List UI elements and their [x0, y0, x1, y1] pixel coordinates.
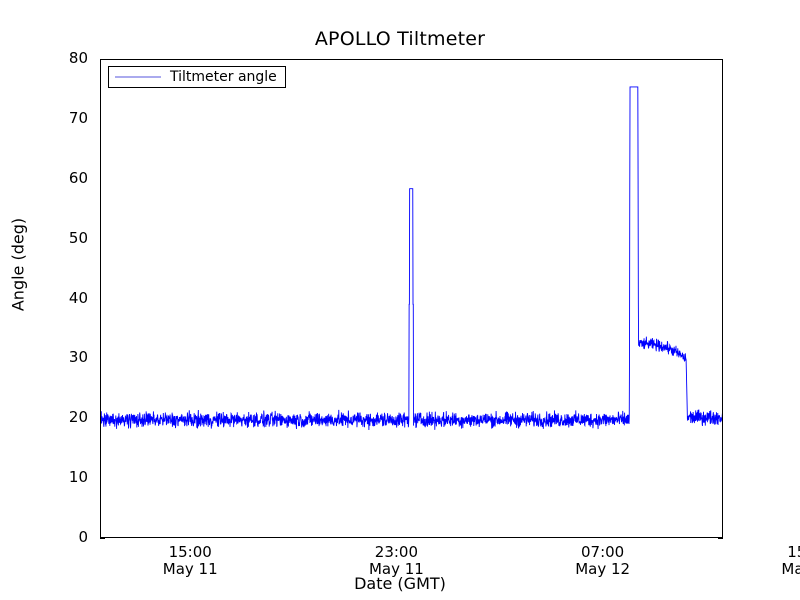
y-tick-label: 80	[68, 49, 88, 67]
page-title: APOLLO Tiltmeter	[314, 28, 486, 50]
x-axis-label: Date (GMT)	[354, 574, 446, 593]
y-tick-label: 50	[68, 228, 88, 247]
y-tick-label: 0	[78, 528, 88, 546]
x-tick-label: 23:00 May 11	[368, 543, 424, 578]
y-tick-label: 20	[68, 408, 88, 427]
y-tick-label: 60	[68, 168, 88, 187]
y-tick-label: 40	[68, 288, 88, 307]
legend-label-tiltmeter-angle: Tiltmeter angle	[170, 69, 277, 85]
plot-area	[100, 59, 723, 538]
x-tick-label: 07:00 May 12	[575, 543, 631, 578]
y-tick-label: 10	[68, 468, 88, 487]
chart-legend: Tiltmeter angle	[108, 66, 286, 88]
x-tick-label: 15:00 May 11	[162, 543, 218, 578]
y-tick-mark	[100, 538, 105, 540]
y-axis-label: Angle (deg)	[8, 217, 28, 312]
y-tick-label: 70	[68, 108, 88, 127]
y-tick-mark	[718, 538, 723, 540]
y-tick-label: 30	[68, 348, 88, 367]
data-line-tiltmeter-angle	[101, 60, 723, 538]
legend-line-sample	[115, 76, 161, 78]
